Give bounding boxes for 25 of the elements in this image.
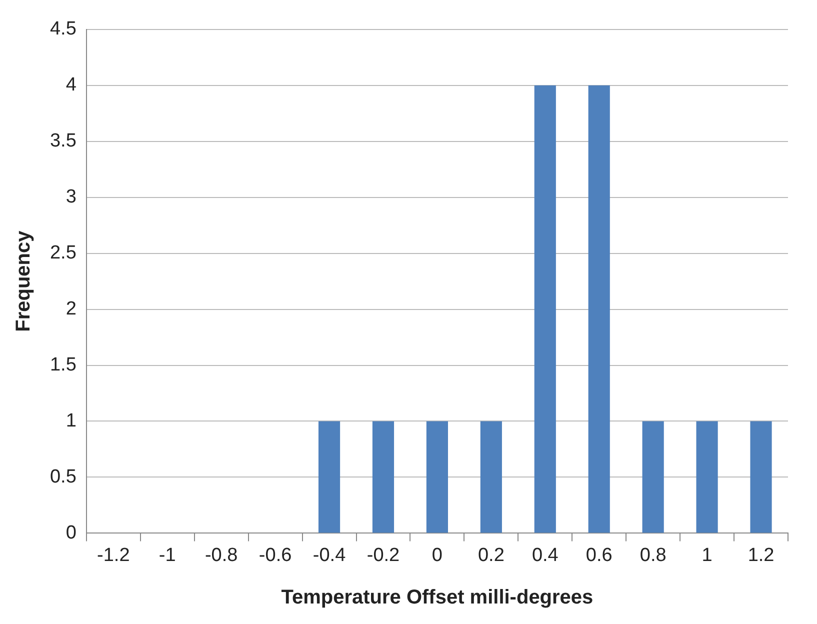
y-tick-label: 2 bbox=[66, 298, 76, 320]
x-tick-label: -0.2 bbox=[366, 544, 400, 566]
x-tick-label: 0.8 bbox=[640, 544, 666, 566]
y-tick-label: 3 bbox=[66, 186, 76, 208]
x-tick-label: 1 bbox=[702, 544, 712, 566]
x-tick-label: -0.4 bbox=[312, 544, 346, 566]
x-tick-label: -1 bbox=[158, 544, 176, 566]
y-tick-label: 4.5 bbox=[50, 18, 76, 40]
x-tick-label: -0.6 bbox=[258, 544, 292, 566]
y-tick-label: 1 bbox=[66, 410, 76, 432]
x-tick-label: -0.8 bbox=[204, 544, 238, 566]
x-tick-label: 0 bbox=[432, 544, 442, 566]
y-tick-label: 2.5 bbox=[50, 242, 76, 264]
x-axis-title: Temperature Offset milli-degrees bbox=[281, 586, 594, 609]
y-tick-label: 4 bbox=[66, 74, 77, 96]
y-tick-label: 0.5 bbox=[50, 466, 76, 488]
y-axis-title: Frequency bbox=[12, 230, 35, 332]
y-tick-label: 1.5 bbox=[50, 354, 76, 376]
x-tick-label: -1.2 bbox=[97, 544, 130, 566]
y-tick-label: 0 bbox=[66, 522, 76, 544]
x-tick-label: 0.6 bbox=[586, 544, 612, 566]
y-tick-label: 3.5 bbox=[50, 130, 76, 152]
x-tick-label: 1.2 bbox=[748, 544, 774, 566]
x-tick-label: 0.2 bbox=[478, 544, 504, 566]
x-tick-label: 0.4 bbox=[532, 544, 559, 566]
